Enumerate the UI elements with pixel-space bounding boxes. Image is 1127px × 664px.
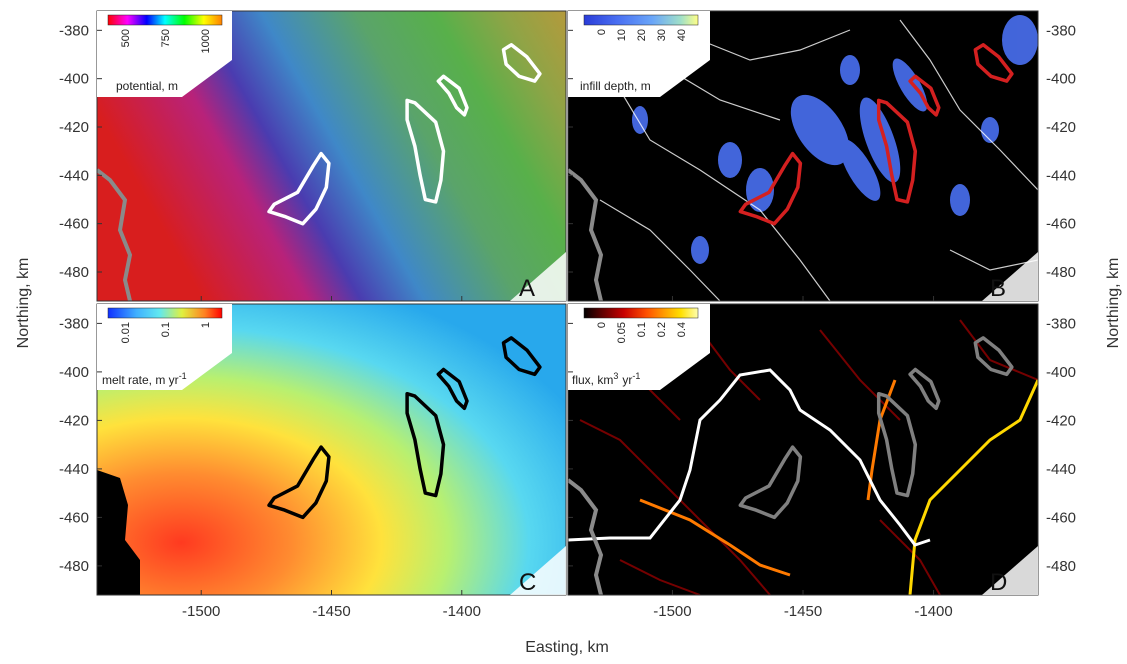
colorbar-tick-label: 0.2 bbox=[656, 322, 668, 337]
x-tick-label: -1400 bbox=[443, 603, 481, 620]
y-tick-label-left: -460 bbox=[59, 509, 89, 526]
y-tick-label-left: -380 bbox=[59, 315, 89, 332]
y-tick-label-right: -420 bbox=[1046, 119, 1076, 136]
flux-channel-yellow bbox=[908, 379, 1038, 595]
coastline bbox=[568, 478, 604, 595]
panel-label-c: C bbox=[510, 546, 566, 596]
x-tick-label: -1450 bbox=[784, 603, 822, 620]
y-tick-label-right: -460 bbox=[1046, 509, 1076, 526]
basin-divide bbox=[568, 368, 931, 547]
drainage-network bbox=[579, 19, 1038, 301]
infill-patches bbox=[632, 15, 1038, 264]
y-axis-label-left: Northing, km bbox=[15, 258, 32, 349]
y-tick-label-left: -440 bbox=[59, 167, 89, 184]
svg-text:A: A bbox=[519, 275, 535, 302]
y-tick-label-left: -420 bbox=[59, 119, 89, 136]
colorbar-tick-label: 750 bbox=[160, 29, 172, 47]
x-axis-label: Easting, km bbox=[525, 639, 609, 656]
colorbar-tick-label: 0.4 bbox=[676, 322, 688, 337]
coastline bbox=[568, 168, 604, 301]
drainage-outline-outline-3 bbox=[908, 74, 941, 117]
drainage-outline-outline-2 bbox=[405, 391, 446, 498]
colorbar-tick-label: 0.1 bbox=[636, 322, 648, 337]
y-tick-label-left: -400 bbox=[59, 364, 89, 381]
x-tick-label: -1450 bbox=[312, 603, 350, 620]
y-tick-label-left: -440 bbox=[59, 461, 89, 478]
colorbar-c: 0.01 0.1 1 melt rate, m yr-1 bbox=[97, 304, 232, 390]
panel-label-b: B bbox=[982, 252, 1038, 302]
colorbar-tick-label: 0 bbox=[596, 29, 608, 35]
drainage-outline-outline-4 bbox=[501, 43, 542, 83]
drainage-outline-outline-1 bbox=[267, 151, 331, 226]
drainage-outline-outline-4 bbox=[973, 336, 1014, 377]
panel-label-d: D bbox=[982, 546, 1038, 596]
y-tick-label-right: -460 bbox=[1046, 216, 1076, 233]
y-tick-label-right: -440 bbox=[1046, 461, 1076, 478]
drainage-outline-outline-3 bbox=[436, 74, 469, 117]
colorbar-tick-label: 0.01 bbox=[120, 322, 132, 343]
y-tick-label-right: -440 bbox=[1046, 167, 1076, 184]
panel-label-a: A bbox=[510, 252, 566, 302]
colorbar-tick-label: 0.1 bbox=[160, 322, 172, 337]
svg-text:D: D bbox=[990, 569, 1007, 596]
y-tick-label-right: -420 bbox=[1046, 412, 1076, 429]
colorbar-b: 0 10 20 30 40 infill depth, m bbox=[568, 11, 710, 97]
svg-text:B: B bbox=[990, 275, 1006, 302]
x-tick-label: -1400 bbox=[914, 603, 952, 620]
flux-channel-orange bbox=[639, 379, 897, 577]
drainage-outline-outline-2 bbox=[876, 98, 918, 204]
drainage-outline-outline-4 bbox=[973, 43, 1014, 83]
colorbar-a: 500 750 1000 potential, m bbox=[97, 11, 232, 97]
y-tick-label-right: -480 bbox=[1046, 264, 1076, 281]
y-tick-label-right: -400 bbox=[1046, 71, 1076, 88]
y-tick-label-left: -480 bbox=[59, 558, 89, 575]
y-tick-label-left: -400 bbox=[59, 71, 89, 88]
drainage-outline-outline-4 bbox=[501, 336, 542, 377]
y-tick-label-left: -420 bbox=[59, 412, 89, 429]
drainage-outline-outline-2 bbox=[876, 391, 918, 498]
colorbar-tick-label: 10 bbox=[616, 29, 628, 41]
colorbar-tick-label: 20 bbox=[636, 29, 648, 41]
axis-ticks: -1500 -1500 -1450 -1450 -1400 -1400 -380 -380 -3… bbox=[59, 22, 1076, 620]
y-tick-label-right: -380 bbox=[1046, 315, 1076, 332]
colorbar-tick-label: 500 bbox=[120, 29, 132, 47]
coastline bbox=[97, 168, 133, 301]
colorbar-b-title: infill depth, m bbox=[580, 79, 651, 93]
panel-b bbox=[568, 11, 1038, 301]
y-tick-label-right: -380 bbox=[1046, 22, 1076, 39]
panel-c-outlines bbox=[267, 336, 542, 520]
colorbar-d-title: flux, km3 yr-1 bbox=[572, 371, 640, 387]
colorbar-c-title: melt rate, m yr-1 bbox=[102, 371, 187, 387]
y-tick-label-right: -400 bbox=[1046, 364, 1076, 381]
colorbar-d: 0 0.05 0.1 0.2 0.4 flux, km3 yr-1 bbox=[568, 304, 710, 390]
drainage-outline-outline-3 bbox=[908, 367, 941, 411]
colorbar-tick-label: 1000 bbox=[200, 29, 212, 53]
y-tick-label-right: -480 bbox=[1046, 558, 1076, 575]
colorbar-tick-label: 0 bbox=[596, 322, 608, 328]
colorbar-tick-label: 30 bbox=[656, 29, 668, 41]
panel-a-outlines bbox=[267, 43, 542, 226]
y-tick-label-left: -480 bbox=[59, 264, 89, 281]
x-tick-label: -1500 bbox=[653, 603, 691, 620]
colorbar-tick-label: 0.05 bbox=[616, 322, 628, 343]
y-axis-label-right: Northing, km bbox=[1105, 258, 1122, 349]
y-tick-label-left: -460 bbox=[59, 216, 89, 233]
panel-d-outlines bbox=[738, 336, 1014, 520]
drainage-outline-outline-2 bbox=[405, 98, 446, 204]
drainage-outline-outline-1 bbox=[738, 151, 803, 226]
colorbar-tick-label: 40 bbox=[676, 29, 688, 41]
colorbar-a-title: potential, m bbox=[116, 79, 178, 93]
drainage-outline-outline-1 bbox=[738, 445, 803, 520]
svg-text:C: C bbox=[519, 569, 536, 596]
colorbar-tick-label: 1 bbox=[200, 322, 212, 328]
x-tick-label: -1500 bbox=[182, 603, 220, 620]
land-mask bbox=[97, 470, 140, 595]
drainage-outline-outline-1 bbox=[267, 445, 331, 520]
y-tick-label-left: -380 bbox=[59, 22, 89, 39]
panel-b-outlines bbox=[738, 43, 1014, 226]
drainage-outline-outline-3 bbox=[436, 367, 469, 411]
